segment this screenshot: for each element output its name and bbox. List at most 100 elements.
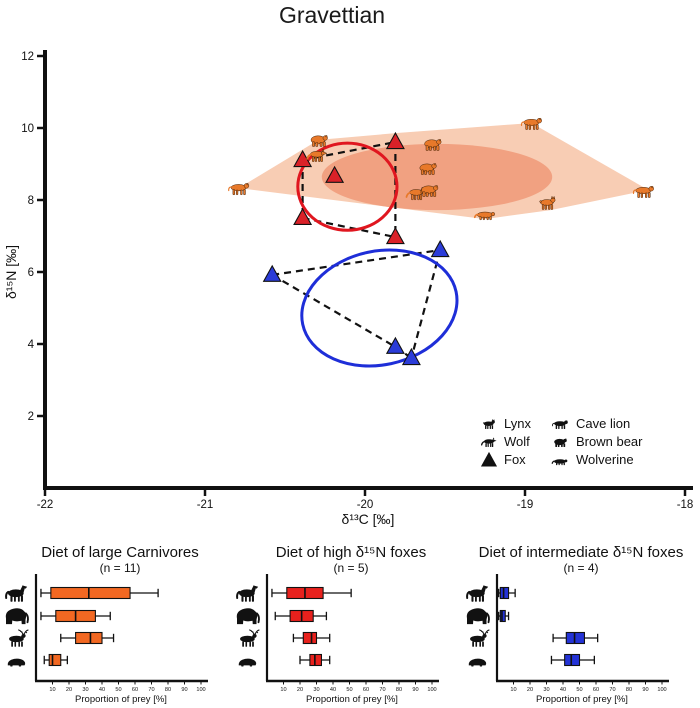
intermediate-n15-fox-point — [262, 264, 282, 282]
panel-x-tick-label: 90 — [642, 687, 648, 693]
panel-x-tick-label: 30 — [543, 687, 549, 693]
box — [50, 586, 131, 600]
panel-x-tick-label: 10 — [280, 687, 286, 693]
box — [564, 653, 581, 667]
panel-subtitle: (n = 11) — [100, 561, 141, 575]
box — [499, 586, 510, 600]
panel-title: Diet of intermediate δ¹⁵N foxes — [479, 544, 684, 561]
panel-x-tick-label: 30 — [82, 687, 88, 693]
panel-x-tick-label: 20 — [297, 687, 303, 693]
blue-niche-ellipse — [300, 248, 459, 368]
brown-bear-icon — [421, 185, 439, 197]
panel-subtitle: (n = 4) — [563, 561, 598, 575]
horse-icon — [5, 585, 28, 602]
box — [302, 631, 318, 645]
mammoth-icon — [466, 608, 490, 625]
legend-label: Brown bear — [576, 434, 643, 449]
dashed-hull-edge — [272, 248, 441, 276]
panel-x-tick-label: 100 — [427, 687, 436, 693]
reindeer-icon — [470, 629, 490, 647]
high-n15-fox-point — [385, 226, 405, 245]
red-niche-ellipse — [296, 141, 399, 232]
high-n15-fox-point — [385, 131, 405, 150]
panel-x-axis-label: Proportion of prey [%] — [75, 694, 167, 705]
panel-x-tick-label: 100 — [657, 687, 666, 693]
brown-bear-icon — [554, 438, 567, 448]
panel-x-tick-label: 100 — [196, 687, 205, 693]
panel-x-tick-label: 40 — [560, 687, 566, 693]
wolf-icon — [480, 437, 497, 448]
horse-icon — [236, 585, 259, 602]
y-tick-label: 4 — [28, 339, 35, 351]
legend-label: Lynx — [504, 416, 531, 431]
wolverine-icon — [551, 459, 568, 466]
brown-bear-icon — [419, 163, 437, 175]
panel-title: Diet of large Carnivores — [41, 544, 199, 561]
brown-bear-icon — [310, 135, 328, 147]
panel-x-axis-label: Proportion of prey [%] — [536, 694, 628, 705]
y-axis-label: δ¹⁵N [‰] — [3, 245, 19, 299]
fox-triangle-icon — [480, 451, 498, 467]
y-tick-label: 6 — [28, 267, 34, 279]
x-tick-label: -19 — [517, 499, 534, 511]
legend-label: Wolverine — [576, 452, 634, 467]
brown-bear-icon — [424, 139, 442, 151]
panel-x-tick-label: 50 — [346, 687, 352, 693]
mammoth-icon — [5, 608, 29, 625]
cave-lion-icon — [520, 117, 542, 130]
panel-x-tick-label: 80 — [396, 687, 402, 693]
panel-x-tick-label: 50 — [576, 687, 582, 693]
panel-subtitle: (n = 5) — [333, 561, 368, 575]
intermediate-n15-fox-point — [430, 239, 450, 258]
hare-icon — [468, 658, 487, 667]
panel-x-tick-label: 10 — [510, 687, 516, 693]
panel-x-tick-label: 50 — [115, 687, 121, 693]
high-n15-fox-point — [293, 207, 313, 226]
box — [48, 653, 62, 667]
mammoth-icon — [236, 608, 260, 625]
y-tick-label: 12 — [21, 51, 34, 63]
legend-label: Wolf — [504, 434, 530, 449]
box — [75, 631, 103, 645]
panel-x-tick-label: 60 — [363, 687, 369, 693]
panel-x-tick-label: 90 — [412, 687, 418, 693]
panel-x-tick-label: 40 — [330, 687, 336, 693]
hare-icon — [7, 658, 26, 667]
y-tick-label: 10 — [21, 123, 34, 135]
lynx-icon — [483, 419, 495, 430]
reindeer-icon — [240, 629, 260, 647]
figure-title: Gravettian — [278, 2, 386, 28]
lynx-icon — [539, 195, 556, 210]
reindeer-icon — [9, 629, 29, 647]
panel-x-tick-label: 60 — [132, 687, 138, 693]
panel-x-tick-label: 80 — [626, 687, 632, 693]
x-tick-label: -18 — [677, 499, 694, 511]
panel-x-tick-label: 40 — [99, 687, 105, 693]
intermediate-n15-fox-point — [385, 336, 405, 354]
cave-lion-icon — [632, 186, 654, 198]
cave-lion-icon — [552, 420, 568, 430]
high-n15-fox-point — [325, 165, 345, 183]
box — [565, 631, 585, 645]
panel-x-tick-label: 90 — [181, 687, 187, 693]
panel-x-tick-label: 10 — [49, 687, 55, 693]
x-tick-label: -21 — [197, 499, 214, 511]
legend-label: Cave lion — [576, 416, 630, 431]
box — [309, 653, 322, 667]
wolf-icon — [306, 148, 328, 162]
panel-x-tick-label: 80 — [165, 687, 171, 693]
panel-x-tick-label: 60 — [593, 687, 599, 693]
x-tick-label: -22 — [37, 499, 54, 511]
dashed-hull-edge — [271, 273, 396, 348]
legend-label: Fox — [504, 452, 526, 467]
intermediate-n15-fox-point — [401, 347, 421, 366]
panel-x-tick-label: 70 — [379, 687, 385, 693]
dashed-hull-edge — [410, 249, 442, 359]
y-tick-label: 8 — [28, 195, 34, 207]
x-axis-label: δ¹³C [‰] — [342, 511, 395, 527]
wolverine-icon — [473, 211, 495, 221]
cave-lion-icon — [228, 183, 250, 196]
panel-title: Diet of high δ¹⁵N foxes — [276, 544, 426, 561]
